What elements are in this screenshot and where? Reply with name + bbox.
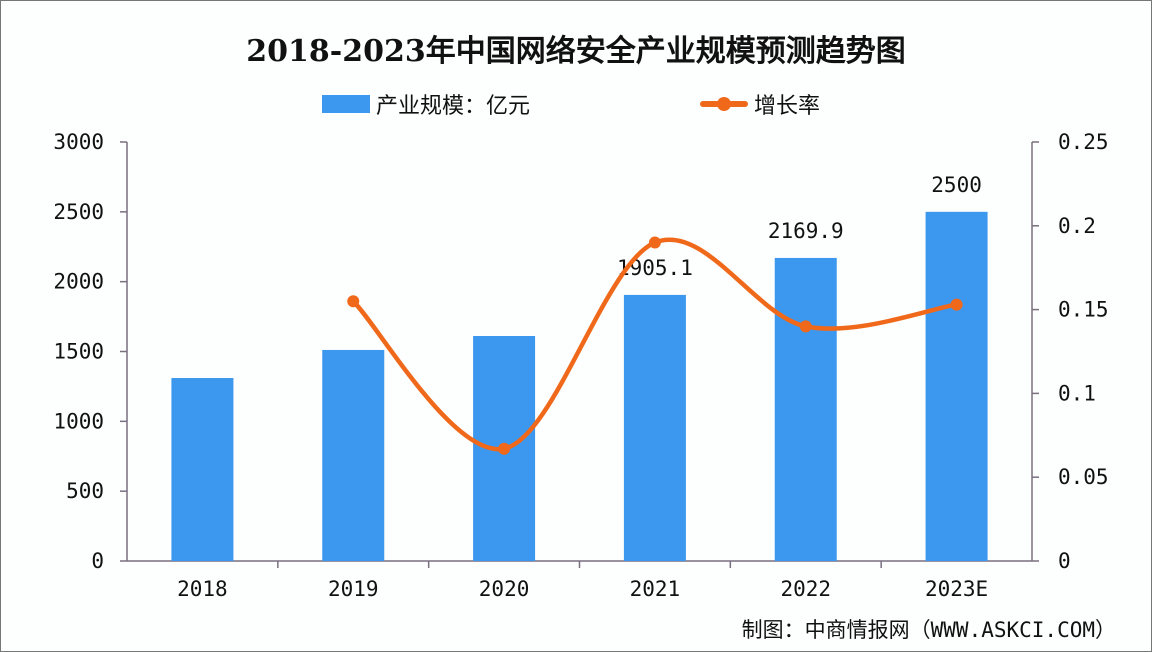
left-tick-label: 1500	[53, 340, 104, 364]
x-tick-label: 2022	[780, 577, 831, 601]
x-tick-label: 2023E	[925, 577, 988, 601]
legend: 产业规模：亿元 增长率	[0, 88, 1152, 120]
bar-value-label: 2500	[931, 173, 982, 197]
source-credit: 制图：中商情报网（WWW.ASKCI.COM）	[741, 618, 1116, 642]
growth-rate-line	[351, 237, 957, 452]
right-tick-label: 0.25	[1058, 130, 1109, 154]
legend-item-growth: 增长率	[700, 88, 820, 120]
right-tick-label: 0.15	[1058, 298, 1109, 322]
growth-rate-point	[799, 320, 812, 333]
left-tick-label: 2000	[53, 270, 104, 294]
growth-rate-point	[950, 298, 963, 311]
bar-value-label: 2169.9	[768, 219, 844, 243]
left-tick-label: 1000	[53, 409, 104, 433]
x-tick-label: 2019	[328, 577, 379, 601]
x-tick-label: 2020	[479, 577, 530, 601]
bar-2018	[171, 378, 234, 561]
right-tick-label: 0.05	[1058, 465, 1109, 489]
bar-2021	[623, 294, 686, 561]
legend-label-scale: 产业规模：亿元	[376, 94, 531, 119]
legend-bar-swatch	[322, 95, 370, 113]
right-tick-label: 0	[1058, 549, 1071, 573]
bar-2023E	[925, 211, 988, 562]
x-tick-label: 2018	[177, 577, 228, 601]
legend-label-growth: 增长率	[754, 94, 821, 119]
right-tick-label: 0.1	[1058, 381, 1096, 405]
legend-line-swatch	[700, 97, 748, 111]
growth-rate-point	[648, 236, 661, 249]
left-tick-label: 0	[91, 549, 104, 573]
chart-title: 2018-2023年中国网络安全产业规模预测趋势图	[246, 34, 906, 69]
bar-2022	[774, 257, 837, 561]
left-tick-label: 500	[66, 479, 104, 503]
right-tick-label: 0.2	[1058, 214, 1096, 238]
bar-2019	[322, 349, 385, 561]
x-tick-label: 2021	[630, 577, 681, 601]
legend-item-scale: 产业规模：亿元	[322, 88, 530, 120]
growth-rate-point	[347, 295, 360, 308]
left-tick-label: 2500	[53, 200, 104, 224]
left-tick-label: 3000	[53, 130, 104, 154]
growth-rate-point	[498, 442, 511, 455]
